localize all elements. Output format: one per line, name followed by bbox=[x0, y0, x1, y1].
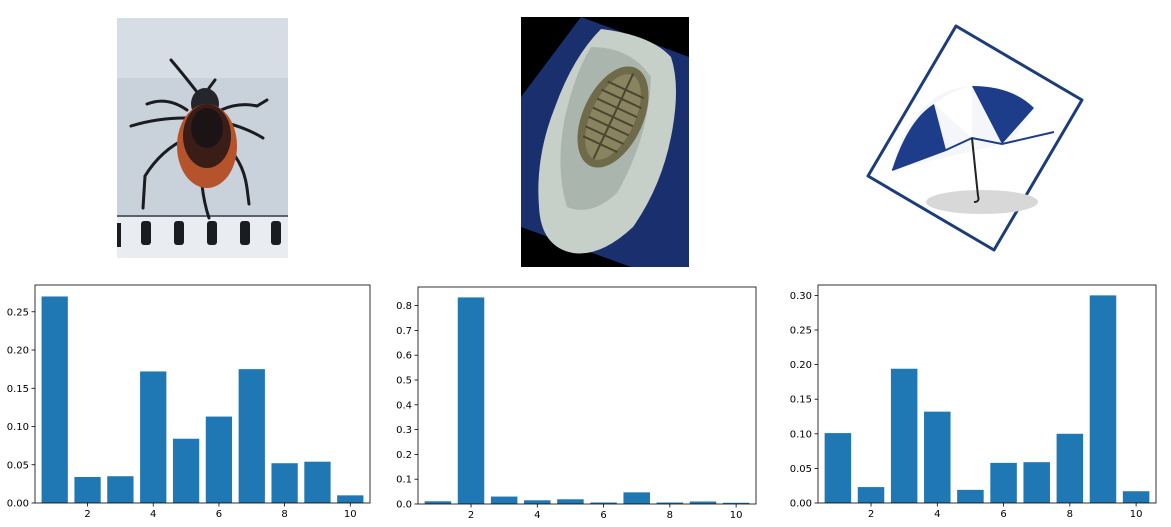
x-tick-label: 6 bbox=[1000, 509, 1006, 520]
x-tick-label: 2 bbox=[84, 509, 90, 520]
x-tick-label: 4 bbox=[150, 509, 156, 520]
bar bbox=[890, 368, 918, 503]
bar bbox=[337, 495, 364, 503]
x-tick-label: 8 bbox=[281, 509, 287, 520]
x-tick-label: 2 bbox=[468, 510, 474, 521]
y-tick-label: 0.1 bbox=[396, 475, 412, 486]
x-tick-label: 2 bbox=[868, 509, 874, 520]
y-tick-label: 0.00 bbox=[7, 499, 29, 510]
axes-frame bbox=[34, 284, 371, 504]
y-tick-label: 0.7 bbox=[396, 326, 412, 337]
y-tick-label: 0.05 bbox=[790, 464, 812, 475]
bar bbox=[238, 369, 265, 503]
bar-chart-3: 0.00 0.05 0.10 0.15 0.20 0.25 0.30 2 4 6 8 10 bbox=[790, 284, 1157, 520]
y-tick-label: 0.25 bbox=[790, 325, 812, 336]
x-tick-label: 10 bbox=[730, 510, 743, 521]
x-tick-label: 6 bbox=[600, 510, 606, 521]
y-tick-label: 0.2 bbox=[396, 450, 412, 461]
y-tick-label: 0.4 bbox=[396, 400, 412, 411]
bar bbox=[490, 496, 518, 504]
bar bbox=[205, 416, 233, 503]
bar bbox=[424, 501, 452, 504]
x-tick-label: 10 bbox=[1130, 509, 1143, 520]
bar bbox=[1056, 433, 1084, 503]
y-tick-label: 0.10 bbox=[7, 422, 29, 433]
trilobite-image bbox=[521, 17, 689, 267]
y-tick-label: 0.20 bbox=[7, 346, 29, 357]
bar bbox=[689, 501, 717, 504]
trilobite-photo-icon bbox=[521, 17, 689, 267]
bar bbox=[590, 502, 617, 504]
umbrella-photo-icon bbox=[862, 20, 1088, 256]
y-tick-label: 0.3 bbox=[396, 425, 412, 436]
bar bbox=[1089, 295, 1117, 503]
bar bbox=[722, 502, 750, 504]
bar bbox=[140, 371, 167, 503]
bar-chart-2: 0.0 0.1 0.2 0.3 0.4 0.5 0.6 0.7 0.8 2 4 6 8 10 bbox=[396, 286, 757, 521]
bar bbox=[74, 476, 101, 503]
x-tick-label: 10 bbox=[344, 509, 357, 520]
bar bbox=[172, 438, 200, 503]
bar bbox=[824, 433, 852, 503]
bar bbox=[656, 502, 684, 504]
y-tick-label: 0.05 bbox=[7, 460, 29, 471]
bar bbox=[41, 296, 68, 503]
bar bbox=[957, 489, 984, 503]
bar bbox=[304, 461, 331, 503]
bar bbox=[1023, 462, 1050, 503]
y-tick-label: 0.6 bbox=[396, 351, 412, 362]
bar bbox=[990, 462, 1017, 503]
y-tick-label: 0.00 bbox=[790, 499, 812, 510]
bar bbox=[924, 411, 951, 503]
axes-frame bbox=[417, 286, 757, 505]
x-tick-label: 4 bbox=[534, 510, 540, 521]
y-tick-label: 0.30 bbox=[790, 291, 812, 302]
tick-photo-icon bbox=[117, 18, 288, 258]
y-tick-label: 0.10 bbox=[790, 429, 812, 440]
bar bbox=[1122, 491, 1150, 503]
y-tick-label: 0.15 bbox=[7, 384, 29, 395]
axes-frame bbox=[817, 284, 1157, 504]
y-tick-label: 0.0 bbox=[396, 500, 412, 511]
bar bbox=[457, 297, 485, 504]
x-tick-label: 4 bbox=[934, 509, 940, 520]
bar bbox=[623, 492, 650, 504]
y-tick-label: 0.20 bbox=[790, 360, 812, 371]
bar bbox=[557, 499, 584, 504]
bar bbox=[271, 463, 298, 503]
bar bbox=[524, 500, 551, 504]
x-tick-label: 8 bbox=[667, 510, 673, 521]
y-tick-label: 0.25 bbox=[7, 307, 29, 318]
bar bbox=[857, 487, 885, 503]
x-tick-label: 8 bbox=[1067, 509, 1073, 520]
umbrella-image bbox=[862, 20, 1088, 256]
tick-image bbox=[117, 18, 288, 258]
y-tick-label: 0.8 bbox=[396, 301, 412, 312]
x-tick-label: 6 bbox=[216, 509, 222, 520]
y-tick-label: 0.5 bbox=[396, 376, 412, 387]
bar-chart-1: 0.00 0.05 0.10 0.15 0.20 0.25 2 4 6 8 10 bbox=[7, 284, 371, 520]
y-tick-label: 0.15 bbox=[790, 395, 812, 406]
bar bbox=[107, 476, 134, 503]
